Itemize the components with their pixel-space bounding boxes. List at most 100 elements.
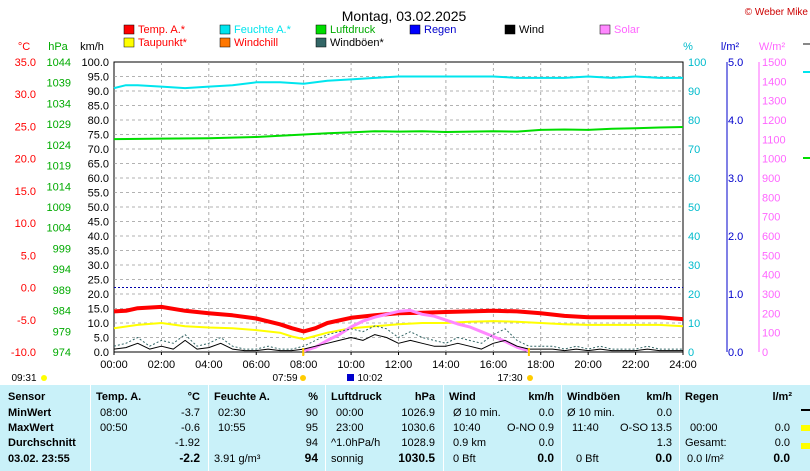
pressure-tick-label: 999 bbox=[53, 243, 71, 255]
humidity-header: Feuchte A. bbox=[214, 391, 270, 403]
legend-label: Temp. A.* bbox=[138, 24, 186, 36]
rain-tick-label: 0.0 bbox=[728, 347, 743, 359]
pressure-tick-label: 974 bbox=[53, 347, 71, 359]
x-tick-label: 04:00 bbox=[195, 359, 223, 371]
pressure-tick-label: 1024 bbox=[47, 140, 71, 152]
humidity-unit: % bbox=[308, 391, 318, 403]
solar-tick-label: 400 bbox=[762, 270, 780, 282]
solar-tick-label: 1200 bbox=[762, 115, 786, 127]
humidity-tick-label: 30 bbox=[688, 260, 700, 272]
humidity-tick-label: 10 bbox=[688, 318, 700, 330]
humidity-min-value: 90 bbox=[305, 407, 318, 419]
column-divider bbox=[443, 385, 444, 471]
credit-text[interactable]: © Weber Mike bbox=[745, 7, 809, 18]
pressure-header: Luftdruck bbox=[331, 391, 382, 403]
legend-swatch bbox=[504, 24, 516, 35]
absolute-humidity: 3.91 g/m³ bbox=[214, 453, 261, 465]
rain-max-time: 00:00 bbox=[690, 422, 718, 434]
rain-header: Regen bbox=[685, 391, 719, 403]
legend-swatch bbox=[123, 24, 135, 35]
solar-tick-label: 200 bbox=[762, 308, 780, 320]
cut-legend-mark-3 bbox=[803, 157, 810, 159]
wind-tick-label: 85.0 bbox=[88, 101, 109, 113]
humidity-current-value: 94 bbox=[304, 451, 318, 465]
series-line-windb-en bbox=[113, 325, 683, 350]
weather-chart: Montag, 03.02.2025 © Weber Mike Temp. A.… bbox=[11, 7, 810, 384]
legend-label: Feuchte A.* bbox=[234, 24, 292, 36]
legend-label: Wind bbox=[519, 24, 544, 36]
wind-unit: km/h bbox=[528, 391, 554, 403]
solar-tick-label: 800 bbox=[762, 192, 780, 204]
column-divider bbox=[325, 385, 326, 471]
pressure-max-time: 23:00 bbox=[336, 422, 364, 434]
pressure-avg-value: 1028.9 bbox=[401, 437, 435, 449]
chart-legend: Temp. A.* Feuchte A.* Luftdruck Regen Wind So… bbox=[123, 24, 640, 49]
pressure-tick-label: 1004 bbox=[47, 223, 71, 235]
pressure-min-time: 00:00 bbox=[336, 407, 364, 419]
humidity-min-time: 02:30 bbox=[218, 407, 246, 419]
gust-current-value: 0.0 bbox=[655, 451, 672, 465]
cut-legend-mark-1 bbox=[803, 43, 810, 45]
statistics-table: Sensor MinWert MaxWert Durchschnitt 03.0… bbox=[0, 385, 810, 471]
chart-axes: 35.0 30.0 25.0 20.0 15.0 10.0 5.0 0.0 -5.0 -10.0 1… bbox=[11, 57, 787, 371]
humidity-tick-label: 50 bbox=[688, 202, 700, 214]
wind-tick-label: 55.0 bbox=[88, 188, 109, 200]
temp-min-value: -3.7 bbox=[181, 407, 200, 419]
solar-tick-label: 1400 bbox=[762, 76, 786, 88]
pressure-max-value: 1030.6 bbox=[401, 422, 435, 434]
solar-tick-label: 500 bbox=[762, 250, 780, 262]
pressure-tick-label: 1039 bbox=[47, 78, 71, 90]
x-tick-label: 14:00 bbox=[432, 359, 460, 371]
wind-tick-label: 30.0 bbox=[88, 260, 109, 272]
rain-tick-label: 1.0 bbox=[728, 289, 743, 301]
rain-unit: l/m² bbox=[772, 391, 792, 403]
humidity-tick-label: 80 bbox=[688, 115, 700, 127]
wind-unit-label: km/h bbox=[80, 41, 104, 53]
legend-swatch bbox=[409, 24, 421, 35]
sunrise-marker-label: 07:59 bbox=[272, 373, 297, 384]
legend-swatch bbox=[599, 24, 611, 35]
cut-edge-mark bbox=[801, 425, 810, 431]
temp-tick-label: 0.0 bbox=[21, 283, 36, 295]
pressure-tick-label: 1034 bbox=[47, 98, 71, 110]
gust-header: Windböen bbox=[567, 391, 621, 403]
humidity-tick-label: 90 bbox=[688, 86, 700, 98]
solar-tick-label: 700 bbox=[762, 212, 780, 224]
rain-tick-label: 5.0 bbox=[728, 57, 743, 69]
temp-tick-label: 15.0 bbox=[15, 186, 36, 198]
legend-label: Regen bbox=[424, 24, 456, 36]
pressure-tick-label: 979 bbox=[53, 326, 71, 338]
hum-unit-label: % bbox=[683, 41, 693, 53]
wind-tick-label: 90.0 bbox=[88, 86, 109, 98]
legend-swatch bbox=[219, 37, 231, 48]
rain-tick-label: 2.0 bbox=[728, 231, 743, 243]
wind-tick-label: 95.0 bbox=[88, 72, 109, 84]
pressure-current-value: 1030.5 bbox=[398, 451, 435, 465]
row-label-avg: Durchschnitt bbox=[8, 437, 76, 449]
temp-tick-label: 35.0 bbox=[15, 57, 36, 69]
legend-label: Luftdruck bbox=[330, 24, 376, 36]
axis-unit-labels: °C hPa km/h % l/m² W/m² bbox=[18, 41, 786, 53]
legend-label: Windböen* bbox=[330, 37, 385, 49]
cut-edge-mark bbox=[801, 409, 810, 411]
chart-series bbox=[113, 75, 684, 353]
x-tick-label: 24:00 bbox=[669, 359, 697, 371]
x-tick-label: 08:00 bbox=[290, 359, 318, 371]
temp-tick-label: 30.0 bbox=[15, 89, 36, 101]
solar-tick-label: 1100 bbox=[762, 134, 786, 146]
wind-tick-label: 65.0 bbox=[88, 159, 109, 171]
legend-swatch bbox=[315, 37, 327, 48]
solar-tick-label: 1000 bbox=[762, 154, 786, 166]
rain-tick-label: 4.0 bbox=[728, 115, 743, 127]
rain-total-value: 0.0 bbox=[774, 437, 790, 449]
pressure-tick-label: 984 bbox=[53, 306, 71, 318]
gust-direction: O-SO bbox=[620, 422, 649, 434]
wind-tick-label: 40.0 bbox=[88, 231, 109, 243]
rain-current-rate: 0.0 l/m² bbox=[687, 453, 724, 465]
solar-tick-label: 1500 bbox=[762, 57, 786, 69]
pressure-tick-label: 1044 bbox=[47, 57, 71, 69]
cut-edge-mark bbox=[801, 443, 810, 449]
series-line-luftdruck bbox=[113, 126, 684, 141]
wind-tick-label: 35.0 bbox=[88, 246, 109, 258]
x-tick-label: 20:00 bbox=[574, 359, 602, 371]
